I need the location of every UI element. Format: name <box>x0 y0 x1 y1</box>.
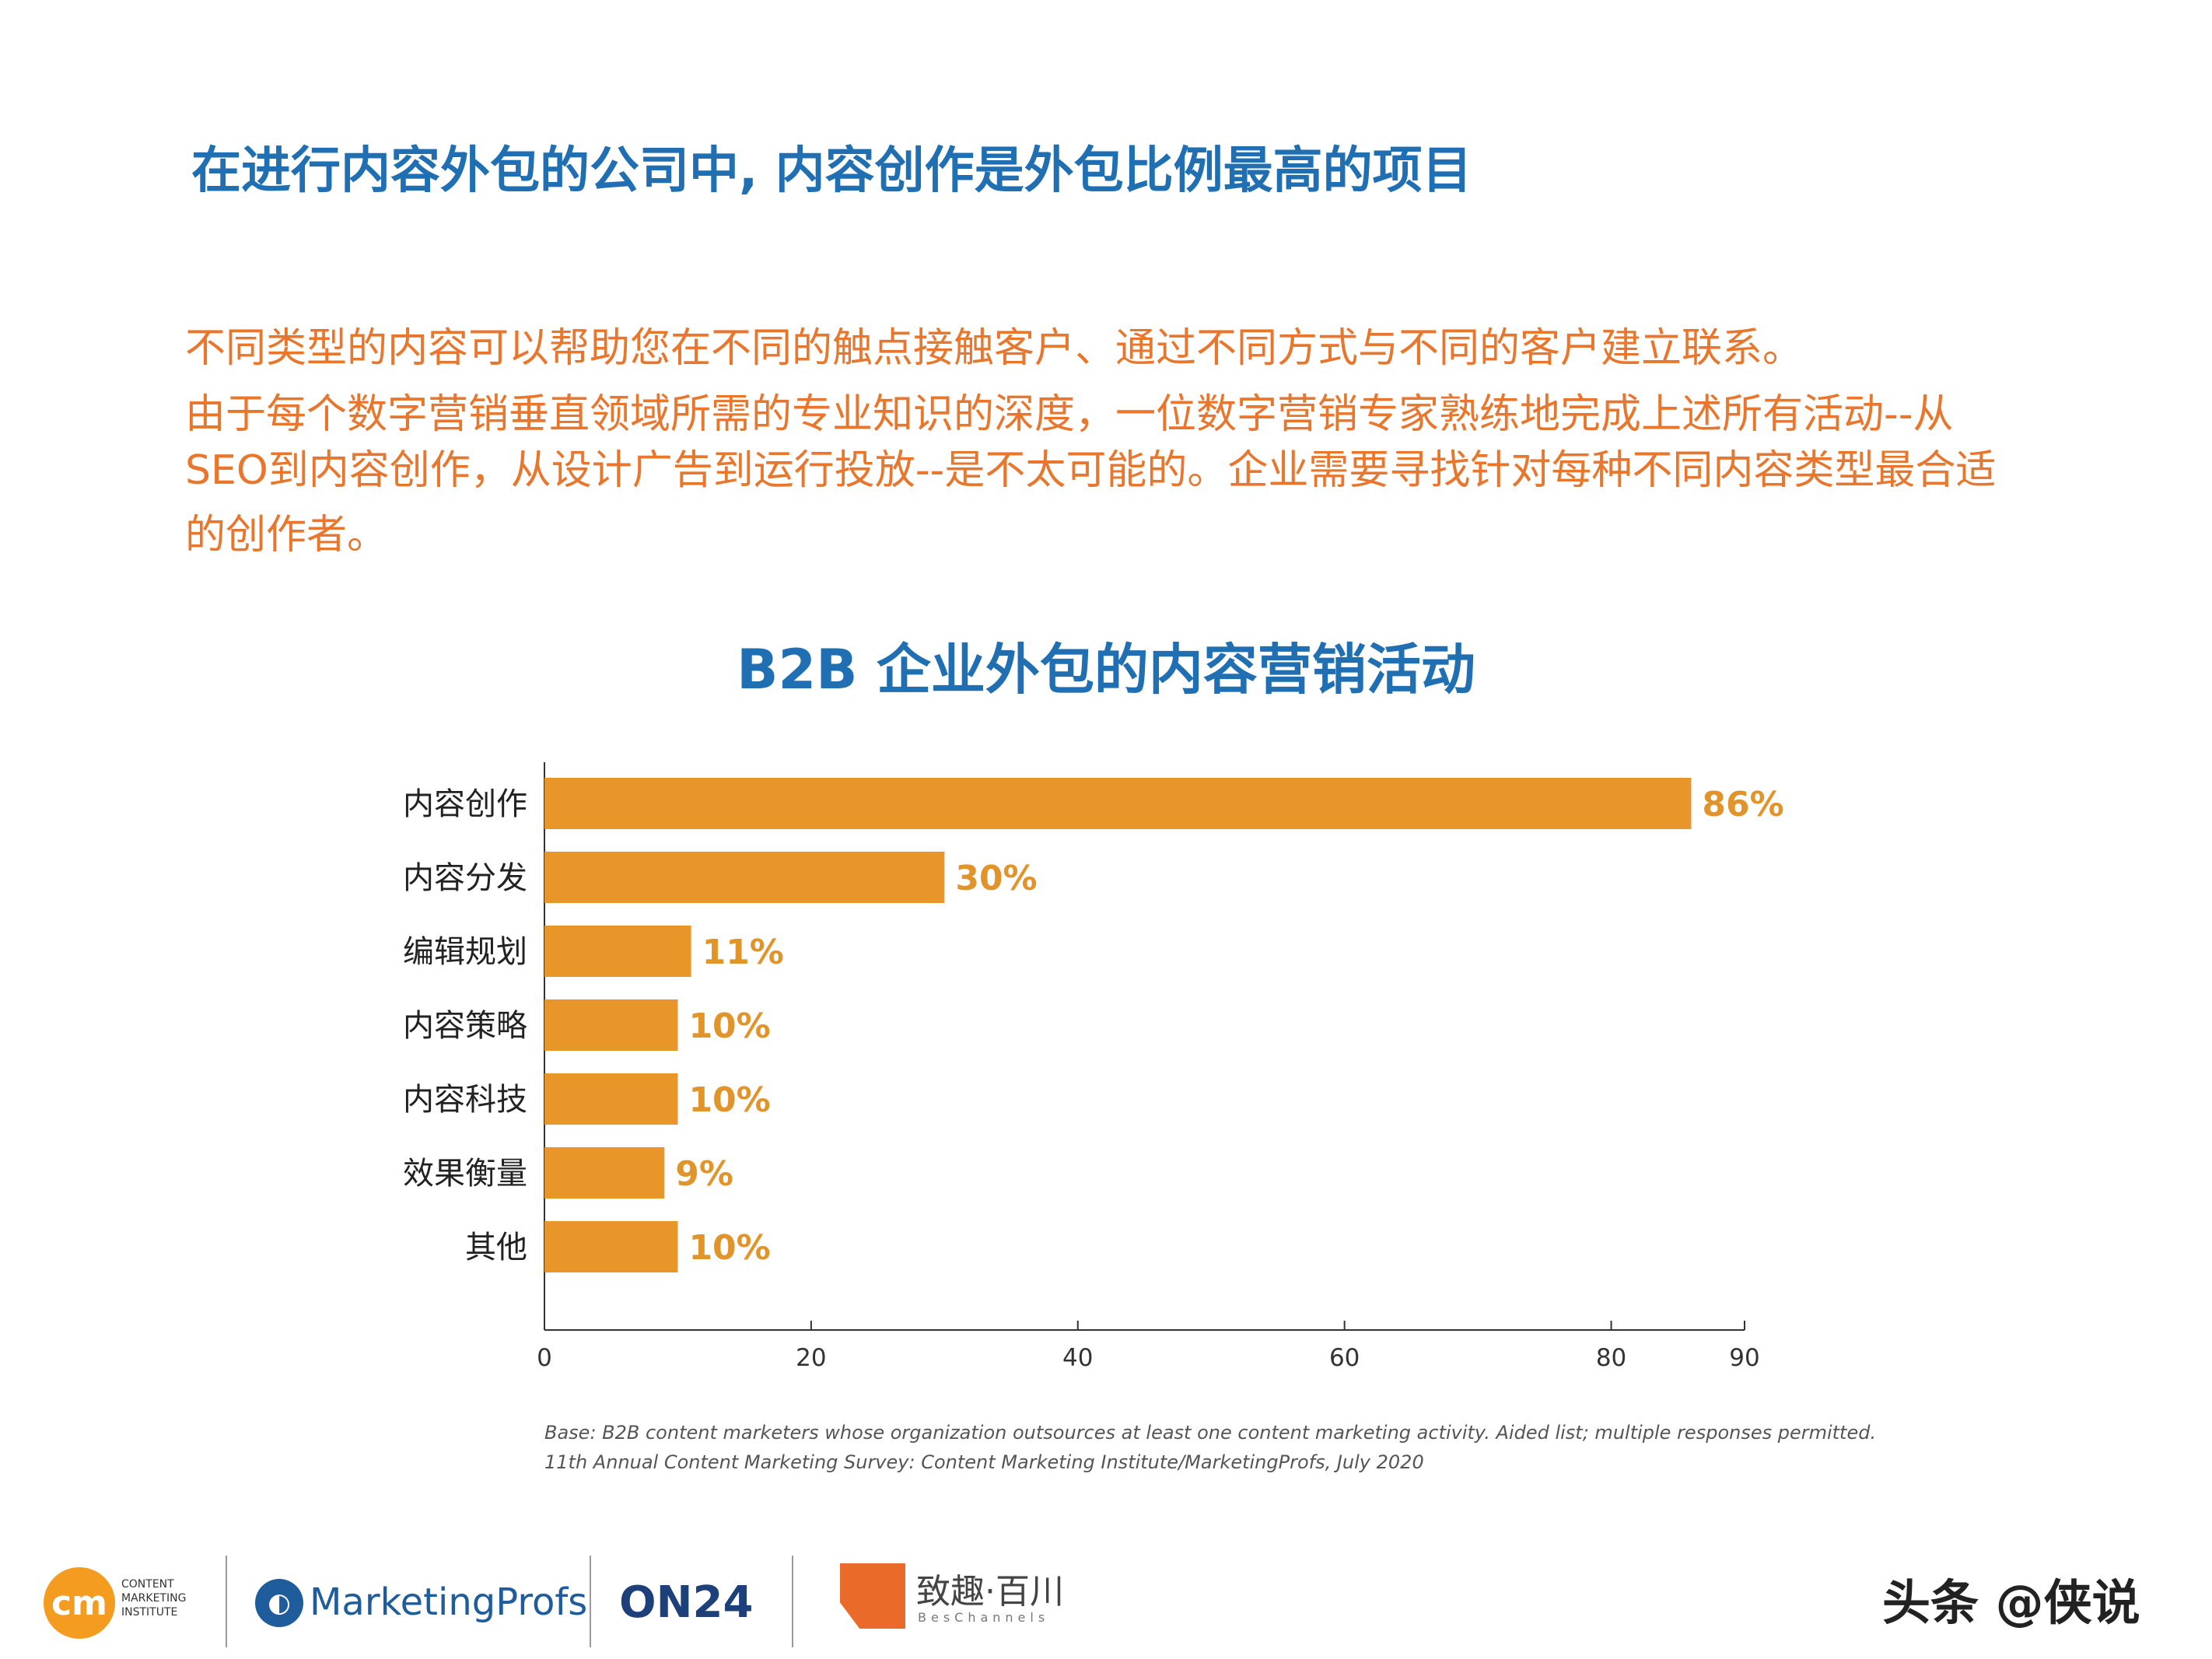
logo-divider <box>792 1556 793 1647</box>
value-label: 11% <box>702 933 784 972</box>
bar-2 <box>544 926 691 977</box>
beschannels-logo: 致趣·百川 <box>916 1572 1064 1612</box>
category-label: 内容分发 <box>403 860 527 896</box>
bar-3 <box>544 999 678 1051</box>
category-label: 效果衡量 <box>403 1156 527 1192</box>
value-label: 30% <box>955 859 1037 898</box>
value-label: 10% <box>688 1228 770 1268</box>
x-tick-label: 80 <box>1596 1344 1626 1372</box>
beschannels-subtitle: BesChannels <box>918 1610 1050 1625</box>
x-tick-label: 60 <box>1329 1344 1360 1372</box>
category-label: 内容科技 <box>403 1082 527 1118</box>
cmi-logo-text: CONTENT MARKETING INSTITUTE <box>121 1578 187 1619</box>
intro-line-4: 的创作者。 <box>185 512 388 558</box>
x-tick-label: 0 <box>537 1344 552 1372</box>
on24-logo: ON24 <box>619 1577 754 1628</box>
bar-1 <box>544 852 945 903</box>
x-tick-label: 90 <box>1729 1344 1759 1372</box>
intro-line-2: 由于每个数字营销垂直领域所需的专业知识的深度，一位数字营销专家熟练地完成上述所有… <box>185 391 1954 438</box>
source-watermark: 头条 @侠说 <box>1882 1574 2140 1631</box>
value-label: 86% <box>1702 785 1783 824</box>
partner-logos: cm CONTENT MARKETING INSTITUTE ◐ Marketi… <box>0 1532 2212 1657</box>
cmi-logo-badge: cm <box>44 1567 115 1639</box>
bar-chart: 内容创作 86% 内容分发 30% 编辑规划 11% 内容策略 10% 内容科技 10% 效果衡量 9… <box>403 762 1784 1372</box>
x-tick-label: 40 <box>1062 1344 1093 1372</box>
bar-6 <box>544 1221 678 1272</box>
intro-line-1: 不同类型的内容可以帮助您在不同的触点接触客户、通过不同方式与不同的客户建立联系。 <box>185 325 1804 372</box>
category-label: 内容创作 <box>403 786 527 822</box>
logo-divider <box>590 1556 591 1647</box>
intro-line-3: SEO到内容创作，从设计广告到运行投放--是不太可能的。企业需要寻找针对每种不同… <box>185 447 1997 494</box>
logo-divider <box>226 1556 227 1647</box>
value-label: 10% <box>688 1006 770 1046</box>
category-label: 编辑规划 <box>403 934 527 970</box>
value-label: 10% <box>688 1080 770 1120</box>
chart-title: B2B 企业外包的内容营销活动 <box>737 638 1475 702</box>
footnote-base: Base: B2B content marketers whose organi… <box>544 1422 1877 1444</box>
category-label: 其他 <box>465 1230 527 1265</box>
page-title: 在进行内容外包的公司中, 内容创作是外包比例最高的项目 <box>191 142 1472 200</box>
x-tick-label: 20 <box>796 1344 826 1372</box>
value-label: 9% <box>675 1154 733 1194</box>
bar-5 <box>544 1147 665 1199</box>
bar-0 <box>544 778 1692 829</box>
category-label: 内容策略 <box>403 1008 527 1044</box>
beschannels-icon <box>840 1563 905 1629</box>
bar-4 <box>544 1073 678 1125</box>
marketingprofs-logo: MarketingProfs <box>310 1580 588 1624</box>
footnote-source: 11th Annual Content Marketing Survey: Co… <box>544 1451 1424 1473</box>
marketingprofs-icon: ◐ <box>255 1579 303 1627</box>
